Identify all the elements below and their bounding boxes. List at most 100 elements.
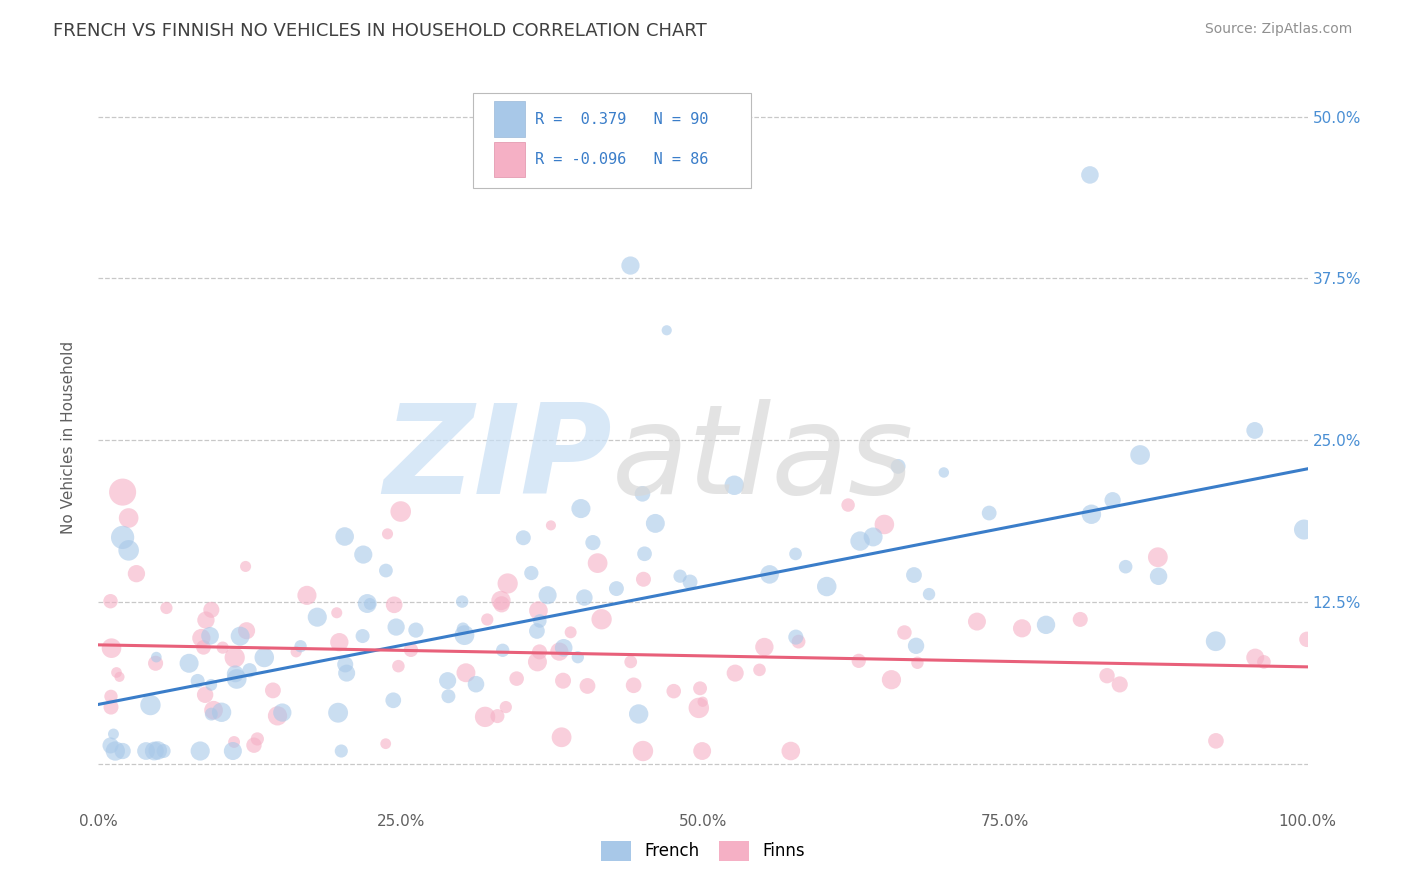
Point [785,547,807,561]
Point [356,597,378,611]
Point [238,663,260,677]
Point [903,568,925,582]
Point [474,710,496,724]
Point [235,624,257,638]
Point [437,690,460,704]
Point [627,706,650,721]
Point [451,594,474,608]
Text: Source: ZipAtlas.com: Source: ZipAtlas.com [1205,22,1353,37]
Point [1244,650,1267,665]
Text: ZIP: ZIP [384,399,613,519]
Point [723,478,745,492]
Point [1011,621,1033,635]
Point [377,526,399,541]
Point [387,659,409,673]
Point [359,597,381,611]
Point [100,739,122,753]
Text: atlas: atlas [613,399,914,519]
Point [662,684,685,698]
Point [679,574,702,589]
Point [512,531,534,545]
Point [295,588,318,602]
Point [143,744,166,758]
Point [100,641,122,656]
Point [382,693,405,707]
Point [145,657,167,671]
Point [815,580,838,594]
Point [118,543,141,558]
Point [548,645,571,659]
Point [526,655,548,669]
Point [576,679,599,693]
Point [567,650,589,665]
Point [198,629,221,643]
Point [591,612,613,626]
Point [918,587,941,601]
Point [229,629,252,643]
Point [477,613,499,627]
Point [862,530,884,544]
Point [758,567,780,582]
Point [633,547,655,561]
Point [108,670,131,684]
FancyBboxPatch shape [494,101,526,137]
Point [336,666,359,681]
Point [520,566,543,580]
Point [155,601,177,615]
Point [222,735,245,749]
Point [1095,668,1118,682]
Point [328,635,350,649]
Point [200,678,222,692]
Point [837,498,859,512]
Point [848,654,870,668]
Point [290,639,312,653]
Point [200,707,222,722]
Point [103,727,125,741]
Point [486,709,509,723]
Point [754,640,776,654]
Point [177,657,200,671]
Point [225,672,247,686]
Point [489,593,512,607]
Point [574,591,596,605]
Text: FRENCH VS FINNISH NO VEHICLES IN HOUSEHOLD CORRELATION CHART: FRENCH VS FINNISH NO VEHICLES IN HOUSEHO… [53,22,707,40]
Point [1108,677,1130,691]
Point [689,681,711,696]
Point [586,556,609,570]
Point [266,709,288,723]
Point [194,688,217,702]
Point [139,698,162,712]
Point [224,666,246,681]
Point [1205,634,1227,648]
Point [451,622,474,636]
Point [550,731,572,745]
Y-axis label: No Vehicles in Household: No Vehicles in Household [62,341,76,533]
Point [374,737,396,751]
Point [849,534,872,549]
Point [326,706,349,720]
Text: R =  0.379   N = 90: R = 0.379 N = 90 [534,112,709,127]
Point [326,606,349,620]
Point [146,743,169,757]
Point [540,518,562,533]
Point [135,744,157,758]
Point [724,666,747,681]
Point [966,615,988,629]
Point [465,677,488,691]
Point [1101,493,1123,508]
Point [145,650,167,665]
Legend: French, Finns: French, Finns [595,834,811,868]
Point [125,566,148,581]
Point [100,690,122,704]
Point [688,701,710,715]
Point [905,639,928,653]
Point [262,683,284,698]
Point [307,610,329,624]
Point [235,559,257,574]
Point [505,672,527,686]
Point [211,706,233,720]
Point [529,614,551,628]
Point [560,625,582,640]
Point [692,695,714,709]
Point [1069,612,1091,626]
